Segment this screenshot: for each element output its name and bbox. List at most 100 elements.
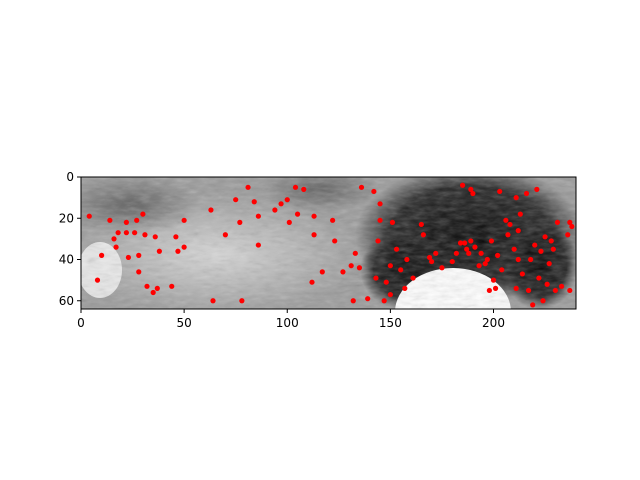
scatter-point bbox=[472, 244, 478, 250]
scatter-point bbox=[107, 217, 113, 223]
scatter-point bbox=[513, 285, 519, 291]
scatter-point bbox=[466, 250, 472, 256]
scatter-point bbox=[381, 298, 387, 304]
scatter-point bbox=[439, 265, 445, 271]
scatter-point bbox=[534, 186, 540, 192]
image-background bbox=[81, 177, 576, 309]
scatter-point bbox=[511, 246, 517, 252]
x-tick-label: 100 bbox=[276, 316, 299, 330]
scatter-point bbox=[332, 238, 338, 244]
scatter-point bbox=[352, 250, 358, 256]
scatter-point bbox=[499, 267, 505, 273]
scatter-point bbox=[507, 221, 513, 228]
scatter-point bbox=[123, 219, 129, 225]
scatter-point bbox=[309, 279, 315, 285]
scatter-point bbox=[356, 265, 363, 271]
scatter-point bbox=[429, 258, 435, 265]
scatter-point bbox=[532, 242, 538, 248]
y-tick-label: 60 bbox=[59, 294, 74, 308]
scatter-point bbox=[517, 211, 523, 217]
scatter-points bbox=[86, 182, 575, 308]
scatter-point bbox=[156, 248, 162, 254]
scatter-point bbox=[542, 234, 548, 240]
scatter-point bbox=[495, 252, 501, 258]
scatter-point bbox=[99, 252, 105, 258]
scatter-point bbox=[286, 219, 292, 225]
scatter-point bbox=[418, 221, 424, 228]
scatter-point bbox=[233, 197, 239, 203]
scatter-point bbox=[476, 263, 482, 269]
scatter-point bbox=[255, 213, 261, 219]
scatter-point bbox=[301, 186, 307, 192]
scatter-point bbox=[548, 238, 554, 244]
scatter-point bbox=[142, 232, 148, 238]
x-tick-label: 200 bbox=[482, 316, 505, 330]
scatter-point bbox=[459, 182, 466, 188]
scatter-point bbox=[94, 277, 101, 283]
axes-frame bbox=[80, 176, 577, 310]
scatter-point bbox=[464, 246, 470, 252]
scatter-point bbox=[123, 230, 129, 236]
scatter-point bbox=[136, 269, 142, 275]
scatter-point bbox=[420, 232, 426, 238]
y-tick-label: 40 bbox=[59, 253, 74, 267]
scatter-point bbox=[311, 213, 317, 219]
scatter-point bbox=[410, 275, 416, 281]
scatter-point bbox=[528, 256, 534, 263]
scatter-point bbox=[150, 289, 156, 296]
scatter-point bbox=[497, 188, 503, 195]
scatter-point bbox=[505, 232, 511, 238]
scatter-point bbox=[181, 217, 187, 223]
scatter-point bbox=[478, 250, 484, 256]
y-axis: 0 20 40 60 bbox=[59, 170, 81, 308]
scatter-point bbox=[169, 283, 175, 289]
scatter-point bbox=[462, 240, 468, 246]
scatter-point bbox=[387, 291, 393, 298]
x-tick-label: 50 bbox=[176, 316, 191, 330]
scatter-point bbox=[311, 232, 317, 238]
scatter-point bbox=[550, 246, 556, 252]
scatter-point bbox=[319, 269, 325, 275]
scatter-point bbox=[125, 254, 132, 261]
scatter-point bbox=[237, 219, 243, 225]
scatter-point bbox=[373, 275, 379, 281]
scatter-point bbox=[365, 296, 371, 302]
scatter-point bbox=[377, 217, 383, 223]
scatter-point bbox=[488, 238, 495, 244]
scatter-point bbox=[482, 261, 488, 267]
scatter-point bbox=[486, 287, 492, 294]
scatter-point bbox=[515, 228, 521, 234]
scatter-point bbox=[453, 250, 459, 256]
scatter-point bbox=[492, 285, 499, 291]
scatter-point bbox=[468, 238, 474, 244]
scatter-point bbox=[503, 217, 509, 223]
scatter-point bbox=[272, 207, 278, 213]
scatter-point bbox=[239, 298, 245, 304]
scatter-point bbox=[132, 230, 138, 236]
scatter-point bbox=[490, 277, 497, 283]
scatter-point bbox=[111, 236, 117, 242]
scatter-point bbox=[340, 269, 346, 275]
scatter-point bbox=[173, 234, 179, 240]
scatter-point bbox=[565, 232, 571, 238]
scatter-point bbox=[569, 223, 575, 230]
scatter-point bbox=[398, 267, 404, 273]
scatter-point bbox=[538, 248, 544, 254]
scatter-point bbox=[154, 285, 160, 291]
scatter-point bbox=[558, 283, 565, 289]
scatter-point bbox=[567, 219, 573, 225]
y-tick-label: 20 bbox=[59, 211, 74, 225]
scatter-point bbox=[484, 256, 490, 263]
scatter-point bbox=[181, 244, 187, 250]
scatter-point bbox=[546, 261, 552, 267]
scatter-point bbox=[136, 252, 142, 258]
scatter-point bbox=[383, 279, 389, 285]
y-tick-label: 0 bbox=[66, 170, 74, 184]
scatter-point bbox=[294, 211, 301, 217]
scatter-point bbox=[330, 217, 336, 223]
scatter-point bbox=[375, 238, 381, 244]
scatter-point bbox=[86, 213, 92, 219]
x-axis: 0 50 100 150 200 bbox=[77, 309, 505, 330]
scatter-point bbox=[278, 201, 284, 207]
